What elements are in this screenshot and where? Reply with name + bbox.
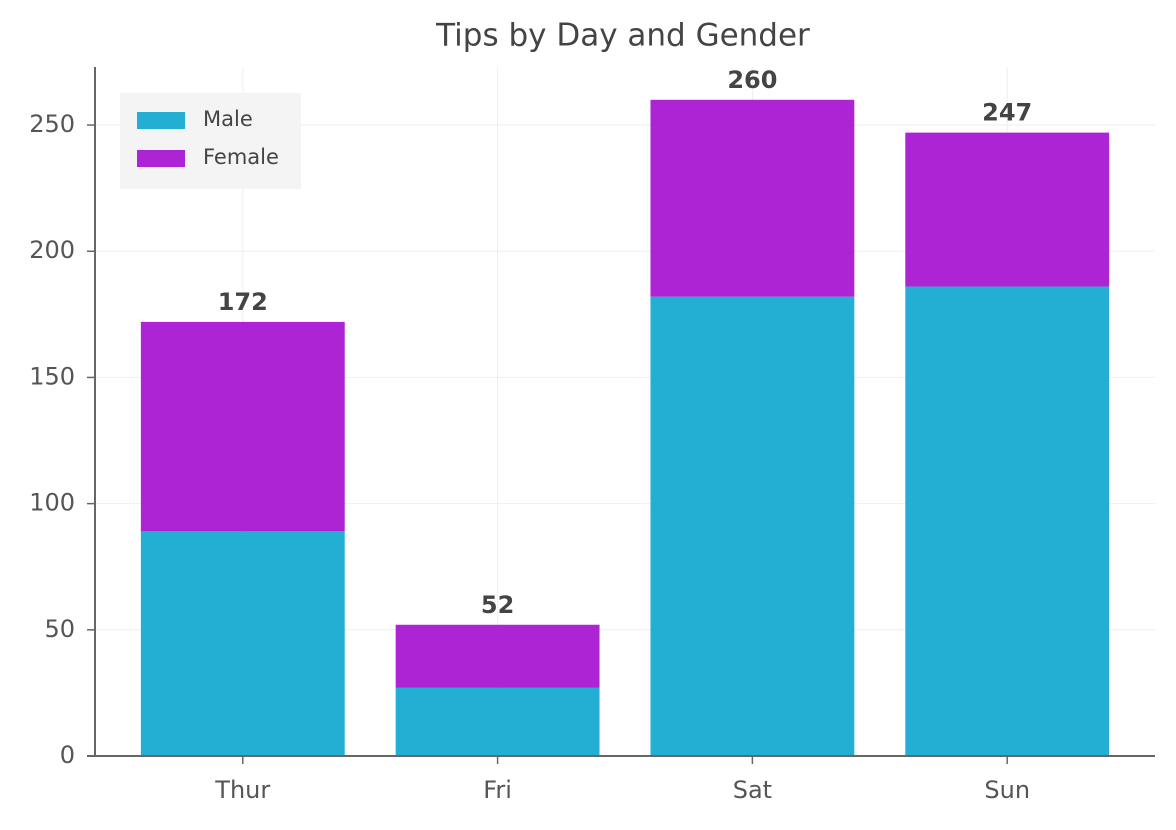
- x-tick-label: Sat: [733, 776, 772, 804]
- bar: [650, 99, 855, 297]
- bar: [140, 321, 345, 532]
- total-label: 260: [727, 66, 777, 94]
- total-label: 172: [218, 288, 268, 316]
- legend-box: [120, 93, 301, 189]
- legend-swatch: [137, 112, 185, 129]
- bar: [395, 687, 600, 756]
- chart-title: Tips by Day and Gender: [435, 18, 810, 54]
- bar: [140, 531, 345, 756]
- legend-swatch: [137, 150, 185, 167]
- x-tick-label: Fri: [483, 776, 512, 804]
- total-label: 247: [982, 99, 1032, 127]
- y-tick-label: 50: [44, 615, 75, 643]
- bar: [905, 286, 1110, 756]
- legend-label: Male: [203, 107, 253, 131]
- legend-label: Female: [203, 145, 279, 169]
- x-tick-label: Sun: [984, 776, 1030, 804]
- y-tick-label: 150: [29, 362, 75, 390]
- y-tick-label: 200: [29, 236, 75, 264]
- bar: [395, 624, 600, 688]
- bar: [905, 132, 1110, 287]
- total-label: 52: [481, 591, 514, 619]
- y-tick-label: 100: [29, 489, 75, 517]
- y-tick-label: 0: [60, 741, 75, 769]
- bar: [650, 296, 855, 756]
- y-tick-label: 250: [29, 110, 75, 138]
- x-tick-label: Thur: [214, 776, 270, 804]
